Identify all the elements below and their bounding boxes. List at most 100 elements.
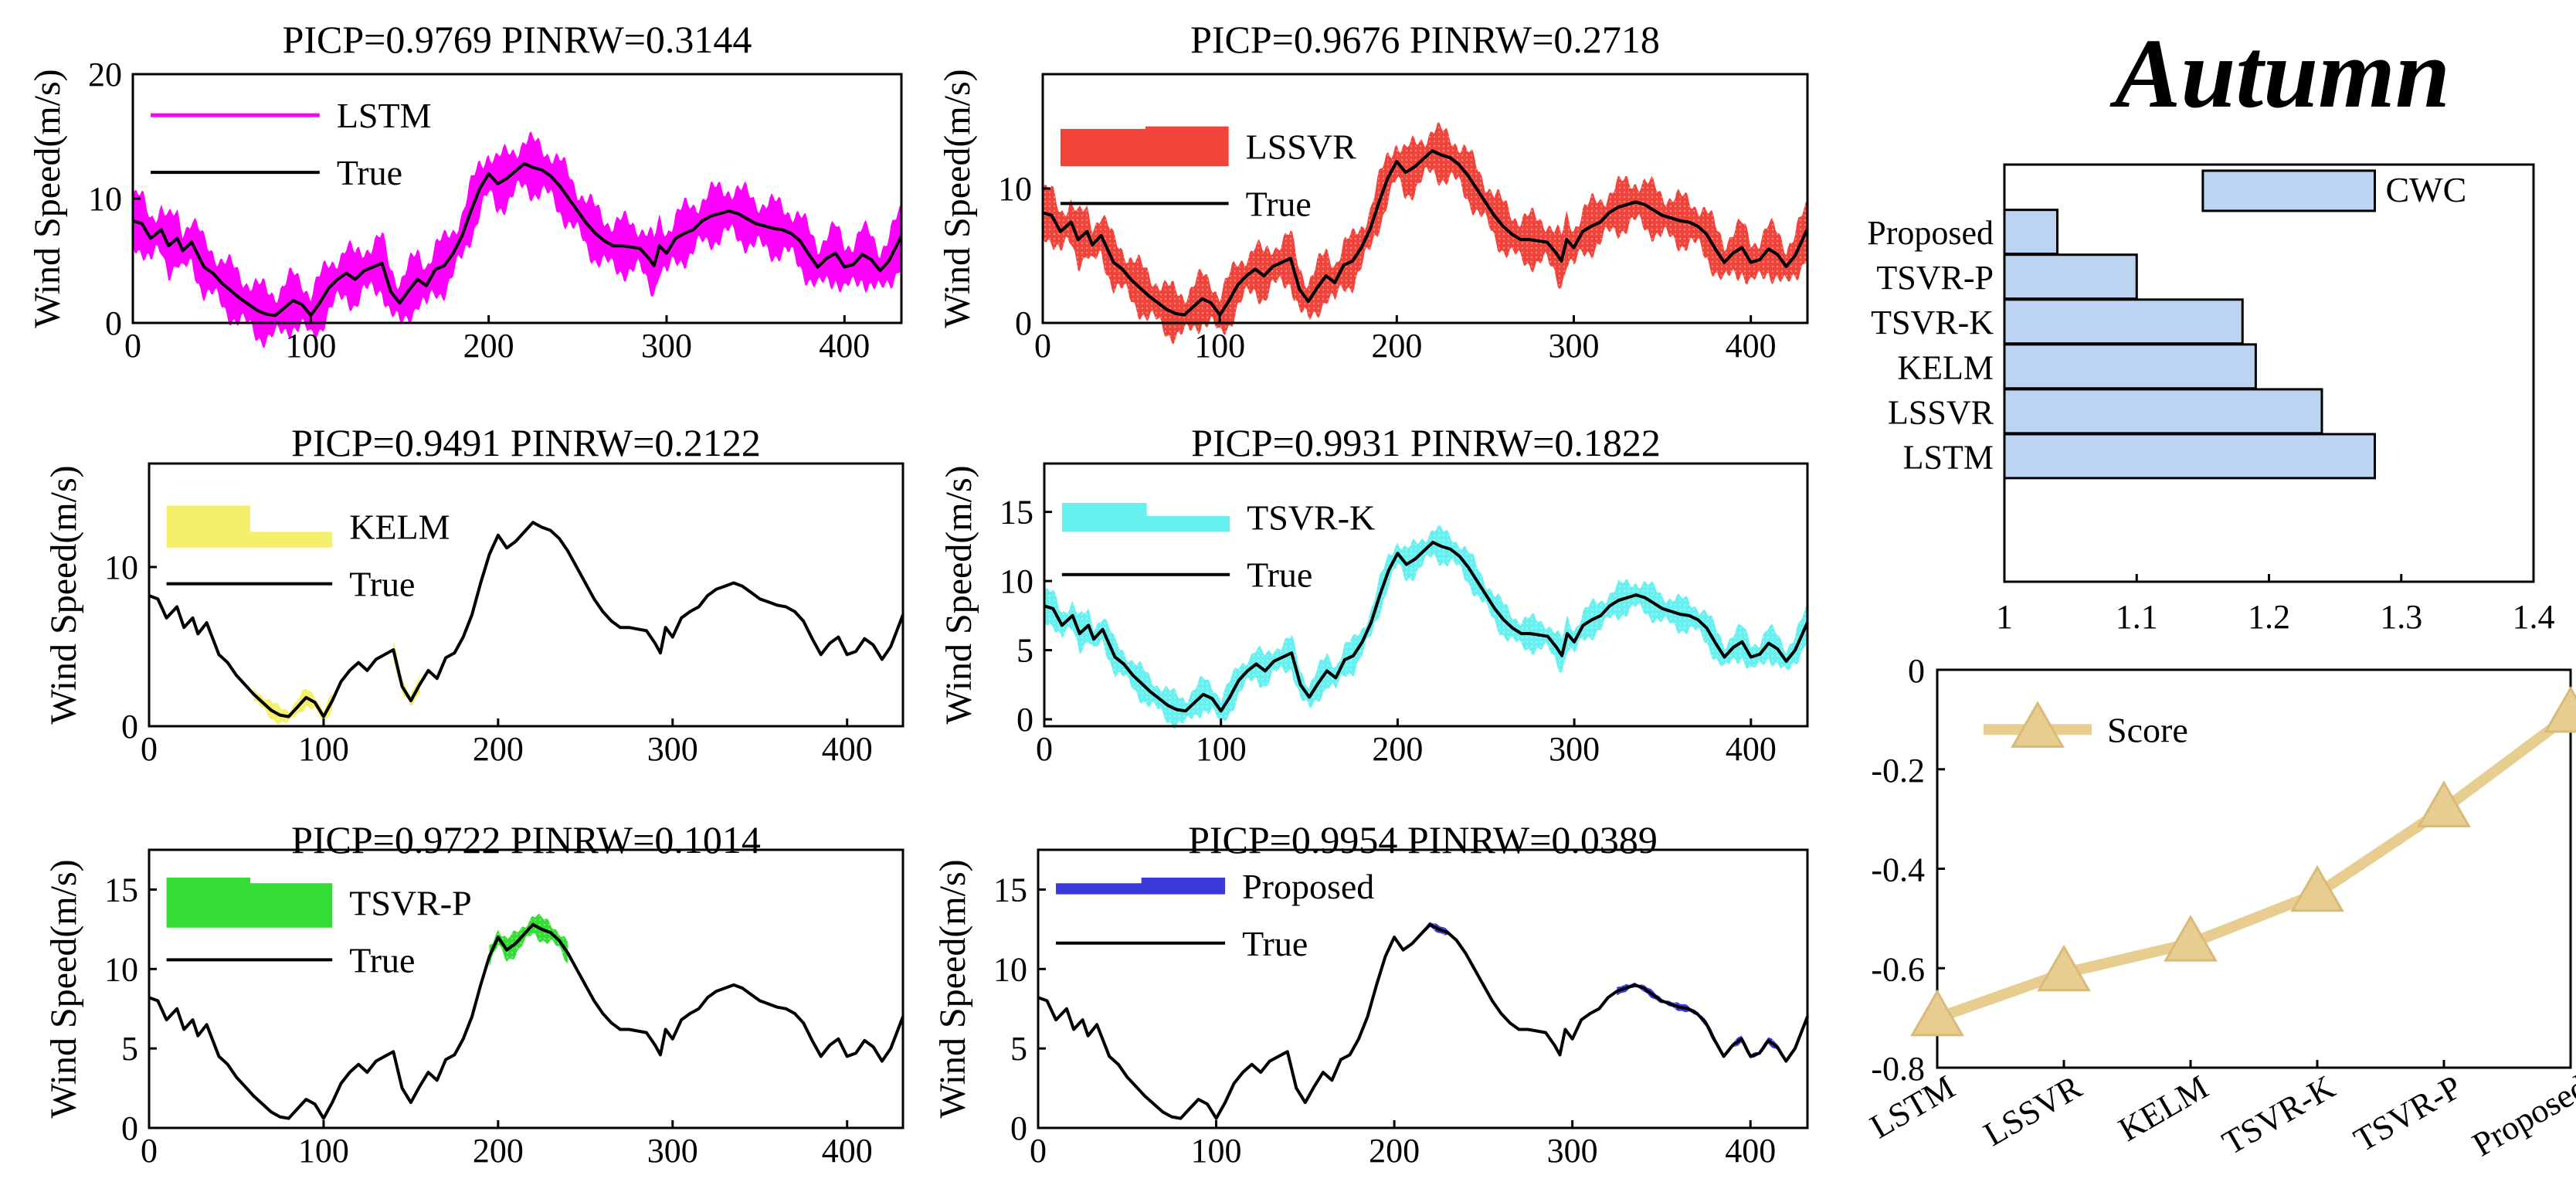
legend-band-swatch — [1061, 503, 1230, 532]
x-tick-label: 200 — [1371, 327, 1422, 365]
legend-model-label: Proposed — [1242, 867, 1374, 906]
bar-category-label: LSSVR — [1888, 393, 1994, 431]
axes-frame — [131, 73, 903, 324]
x-tick-label: 100 — [1196, 730, 1247, 768]
x-tick-label: 300 — [1547, 1132, 1598, 1170]
true-wind-speed-line — [1044, 541, 1809, 713]
bar-category-label: TSVR-K — [1871, 304, 1994, 341]
prediction-interval-texture — [1044, 525, 1807, 729]
x-tick-label: 100 — [1191, 1132, 1242, 1170]
true-wind-speed-line — [148, 521, 904, 718]
y-tick-label: 5 — [121, 1030, 138, 1068]
legend-true-label: True — [1246, 184, 1312, 223]
x-tick-label: 400 — [822, 730, 873, 768]
subplot-kelm: PICP=0.9491 PINRW=0.2122 0 100 200 300 400 0 10… — [43, 421, 904, 768]
legend-true-label: True — [349, 940, 415, 980]
x-tick-label: 100 — [285, 327, 336, 365]
bar-x-tick-label: 1 — [1996, 598, 2013, 636]
cwc-bar — [2003, 343, 2257, 390]
legend-band-swatch — [166, 878, 333, 928]
true-wind-speed-line — [1037, 922, 1809, 1120]
score-marker — [2037, 944, 2091, 992]
subplot-title: PICP=0.9491 PINRW=0.2122 — [291, 421, 761, 464]
subplot-title: PICP=0.9722 PINRW=0.1014 — [291, 818, 761, 861]
bar-category-label: LSTM — [1903, 438, 1994, 476]
axes-frame — [1043, 462, 1809, 728]
x-tick-label: 300 — [1549, 730, 1600, 768]
y-tick-label: 0 — [1016, 701, 1033, 739]
x-tick-label: 200 — [473, 1132, 524, 1170]
y-tick-label: 10 — [993, 950, 1027, 988]
legend-model-label: TSVR-P — [349, 883, 471, 922]
bar-x-tick-label: 1.4 — [2513, 598, 2555, 636]
score-x-tick-label: LSSVR — [1977, 1068, 2089, 1153]
y-tick-label: 5 — [1010, 1030, 1027, 1068]
cwc-bar — [2003, 253, 2138, 301]
score-x-tick-label: Proposed — [2466, 1068, 2576, 1163]
y-tick-label: 10 — [1000, 562, 1033, 600]
x-tick-label: 300 — [647, 1132, 698, 1170]
cwc-bar — [2003, 388, 2323, 435]
y-axis-label: Wind Speed(m/s) — [932, 859, 973, 1118]
bar-category-label: TSVR-P — [1876, 259, 1994, 297]
axes-frame — [1041, 73, 1809, 324]
legend-model-label: KELM — [349, 508, 450, 547]
cwc-legend-label: CWC — [2386, 170, 2467, 209]
x-tick-label: 0 — [141, 730, 158, 768]
score-y-tick-label: -0.4 — [1871, 851, 1925, 889]
x-tick-label: 400 — [822, 1132, 873, 1170]
x-tick-label: 0 — [1030, 1132, 1047, 1170]
subplot-lssvr: PICP=0.9676 PINRW=0.2718 0 100 200 300 400 0 10… — [937, 18, 1809, 365]
score-marker — [2417, 780, 2471, 827]
legend-true-label: True — [337, 153, 402, 192]
x-tick-label: 400 — [1726, 327, 1777, 365]
y-tick-label: 10 — [998, 170, 1032, 208]
cwc-bar — [2003, 433, 2376, 480]
x-tick-label: 0 — [141, 1132, 158, 1170]
bar-x-tick-label: 1.2 — [2248, 598, 2290, 636]
x-tick-label: 0 — [124, 327, 141, 365]
x-tick-label: 0 — [1034, 327, 1051, 365]
y-tick-label: 10 — [104, 549, 138, 586]
true-wind-speed-line — [1042, 149, 1809, 317]
score-legend-marker — [2011, 701, 2065, 748]
y-tick-label: 15 — [1000, 494, 1033, 532]
score-marker — [1910, 989, 1964, 1037]
y-tick-label: 15 — [993, 871, 1027, 909]
axes-frame — [1037, 848, 1809, 1129]
legend-model-label: TSVR-K — [1247, 498, 1375, 538]
x-tick-label: 300 — [1549, 327, 1600, 365]
legend-model-label: LSSVR — [1246, 127, 1356, 166]
score-y-tick-label: -0.6 — [1871, 950, 1925, 988]
x-tick-label: 100 — [298, 730, 349, 768]
score-marker — [2290, 864, 2344, 912]
y-tick-label: 0 — [121, 708, 138, 746]
subplot-title: PICP=0.9954 PINRW=0.0389 — [1188, 818, 1658, 861]
y-tick-label: 0 — [121, 1109, 138, 1147]
subplot-lstm: PICP=0.9769 PINRW=0.3144 0 100 200 300 400 0 10… — [27, 18, 903, 365]
legend-band-swatch — [1056, 878, 1226, 895]
y-axis-label: Wind Speed(m/s) — [937, 69, 978, 328]
subplot-title: PICP=0.9931 PINRW=0.1822 — [1191, 421, 1661, 464]
y-tick-label: 0 — [1015, 304, 1032, 342]
cwc-bar — [2003, 298, 2244, 345]
y-tick-label: 15 — [104, 871, 138, 909]
bar-category-label: Proposed — [1867, 214, 1994, 252]
legend-true-label: True — [1247, 555, 1312, 595]
cwc-bar — [2003, 209, 2058, 256]
score-line — [1935, 710, 2574, 1024]
x-tick-label: 100 — [298, 1132, 349, 1170]
legend-model-label: LSTM — [337, 96, 432, 135]
score-x-tick-label: TSVR-P — [2347, 1068, 2468, 1159]
axes-frame — [148, 848, 904, 1129]
prediction-interval-band — [133, 131, 901, 348]
y-axis-label: Wind Speed(m/s) — [43, 465, 84, 724]
x-tick-label: 200 — [1369, 1132, 1420, 1170]
x-tick-label: 200 — [473, 730, 524, 768]
x-tick-label: 300 — [641, 327, 692, 365]
score-x-tick-label: KELM — [2113, 1068, 2215, 1149]
y-tick-label: 10 — [104, 950, 138, 988]
score-marker — [2164, 915, 2218, 962]
y-tick-label: 10 — [88, 180, 122, 218]
